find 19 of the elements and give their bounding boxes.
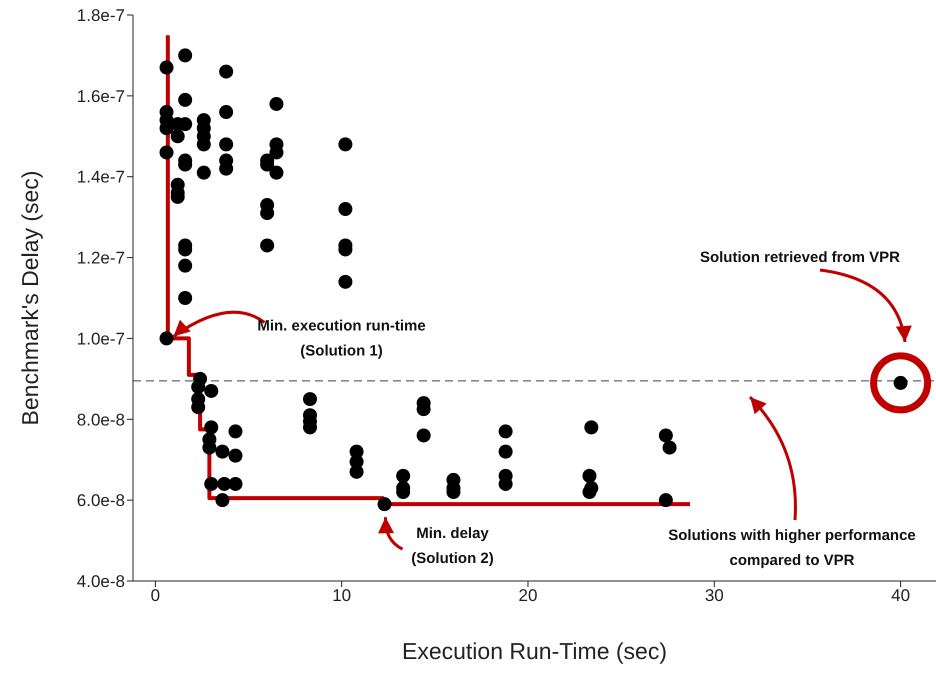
y-tick-label: 1.0e-7: [76, 329, 125, 348]
y-axis-title: Benchmark's Delay (sec): [17, 170, 43, 426]
x-tick-label: 30: [704, 586, 724, 606]
x-tick-label: 20: [518, 586, 538, 606]
y-tick-label: 1.4e-7: [76, 168, 125, 187]
x-tick-label: 10: [332, 586, 352, 606]
x-axis-title: Execution Run-Time (sec): [402, 638, 668, 664]
x-tick-label: 0: [150, 586, 160, 606]
x-tick-label: 40: [891, 586, 910, 606]
y-tick-label: 4.0e-8: [76, 572, 125, 592]
y-tick-label: 1.8e-7: [76, 6, 125, 26]
y-tick-label: 8.0e-8: [76, 410, 125, 430]
annotation: Min. execution run-time (Solution 1): [257, 317, 426, 360]
annotation: Solution retrieved from VPR: [700, 249, 900, 266]
annotation: Solutions with higher performance compared to VPR: [668, 527, 916, 569]
y-tick-label: 1.6e-7: [76, 86, 125, 106]
y-tick-label: 1.2e-7: [76, 248, 125, 268]
annotation: Min. delay (Solution 2): [411, 525, 494, 568]
y-tick-label: 6.0e-8: [76, 491, 125, 510]
